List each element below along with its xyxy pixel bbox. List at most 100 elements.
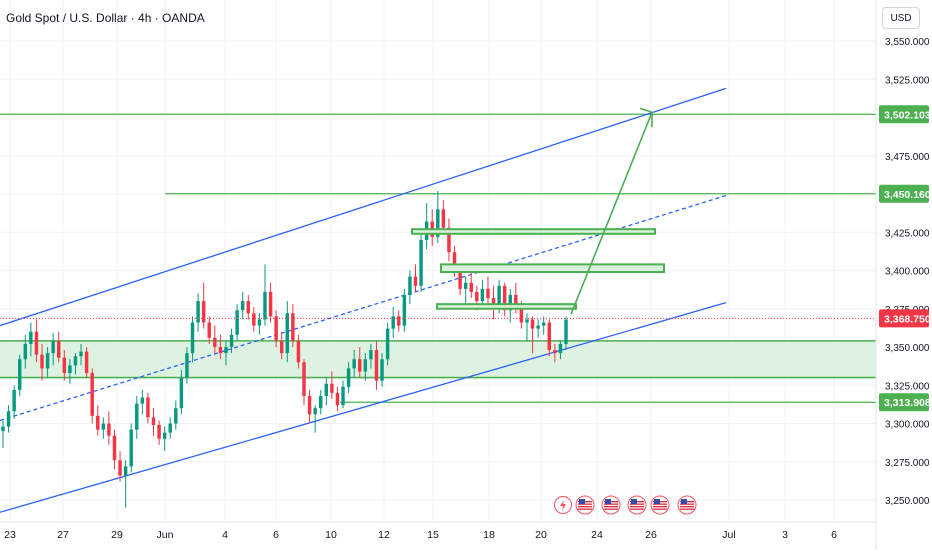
x-tick-label: 20 <box>535 529 547 541</box>
candle-body <box>363 359 368 372</box>
candle-body <box>17 359 22 390</box>
lightning-icon <box>554 496 572 514</box>
y-tick-label: 3,300.000 <box>885 420 930 431</box>
flag-canton <box>605 499 611 504</box>
candle-body <box>12 389 16 412</box>
candle-body <box>547 322 552 351</box>
x-tick-label: 12 <box>378 529 390 541</box>
y-tick-label: 3,250.000 <box>885 496 930 507</box>
candle-body <box>263 291 267 320</box>
y-tick-label: 3,325.000 <box>885 381 930 392</box>
candle-body <box>452 252 457 271</box>
x-tick-label: 10 <box>325 529 337 541</box>
flag-canton <box>654 499 660 504</box>
candle-body <box>190 322 195 354</box>
level-price-badge <box>879 184 929 203</box>
candle-body <box>330 383 334 393</box>
candle-body <box>385 328 390 360</box>
candle-body <box>57 340 61 358</box>
candle-body <box>469 282 473 292</box>
flag-stripe <box>653 508 667 510</box>
candle-body <box>458 270 462 289</box>
candle-body <box>491 298 496 308</box>
candle-body <box>436 209 440 237</box>
flag-stripe <box>653 503 667 505</box>
candle-body <box>441 209 446 228</box>
candle-body <box>553 350 557 354</box>
y-tick-label: 3,350.000 <box>885 343 930 354</box>
price-label: 3,368.750 <box>884 313 931 325</box>
x-tick-label: 3 <box>782 529 788 541</box>
candle-body <box>268 291 273 317</box>
candle-body <box>112 435 117 461</box>
chart-title: Gold Spot / U.S. Dollar · 4h · OANDA <box>6 11 205 25</box>
flag-stripe <box>578 508 592 510</box>
candle-body <box>486 288 490 299</box>
candle-body <box>179 377 184 409</box>
candle-body <box>40 354 44 369</box>
candle-body <box>51 340 55 354</box>
x-tick-label: Jul <box>722 529 735 541</box>
candle-body <box>463 282 468 289</box>
candle-body <box>135 403 139 430</box>
candle-body <box>319 395 323 409</box>
candle-body <box>324 383 329 396</box>
candle-body <box>62 357 67 374</box>
x-tick-label: Jun <box>157 529 174 541</box>
x-tick-label: 29 <box>111 529 123 541</box>
candle-body <box>185 353 189 378</box>
flag-stripe <box>680 503 694 505</box>
candle-body <box>23 343 28 360</box>
flag-canton <box>681 499 687 504</box>
candle-body <box>96 415 100 430</box>
flag-canton <box>579 499 585 504</box>
resistance-box <box>440 263 665 274</box>
y-tick-label: 3,525.000 <box>885 75 930 86</box>
candle-body <box>358 359 362 372</box>
candle-body <box>201 301 206 323</box>
candle-body <box>279 340 284 354</box>
level-price-badge <box>879 105 929 124</box>
candle-body <box>90 373 94 416</box>
candle-body <box>29 331 33 344</box>
flag-canton <box>631 499 637 504</box>
candle-body <box>101 423 106 430</box>
flag-stripe <box>578 503 592 505</box>
candle-body <box>196 301 200 323</box>
channel-upper-line <box>0 87 727 327</box>
candle-body <box>118 460 122 476</box>
candle-body <box>151 417 156 426</box>
currency-selector[interactable]: USD <box>882 7 920 29</box>
candle-body <box>235 310 239 335</box>
candle-body <box>252 313 256 326</box>
flag-stripe <box>604 503 618 505</box>
x-tick-label: 27 <box>57 529 69 541</box>
us-flag-icon <box>575 495 595 515</box>
x-tick-label: 15 <box>427 529 439 541</box>
candle-body <box>313 408 317 415</box>
candle-body <box>45 353 50 369</box>
candle-body <box>374 350 379 381</box>
x-tick-label: 6 <box>273 529 279 541</box>
candle-body <box>502 285 507 311</box>
x-tick-label: 4 <box>222 529 228 541</box>
candle-body <box>174 408 178 424</box>
x-tick-label: 18 <box>483 529 495 541</box>
candle-body <box>307 395 312 415</box>
lightning-bolt <box>560 500 566 511</box>
candle-body <box>480 288 485 302</box>
flag-stripe <box>604 506 618 508</box>
y-tick-label: 3,475.000 <box>885 152 930 163</box>
y-tick-label: 3,400.000 <box>885 267 930 278</box>
y-tick-label: 3,550.000 <box>885 37 930 48</box>
candle-body <box>475 291 479 302</box>
x-tick-label: 23 <box>4 529 16 541</box>
candle-body <box>146 397 150 418</box>
candle-body <box>519 307 524 323</box>
y-tick-label: 3,275.000 <box>885 458 930 469</box>
projection-arrow-line <box>570 111 653 315</box>
candle-body <box>213 337 217 347</box>
